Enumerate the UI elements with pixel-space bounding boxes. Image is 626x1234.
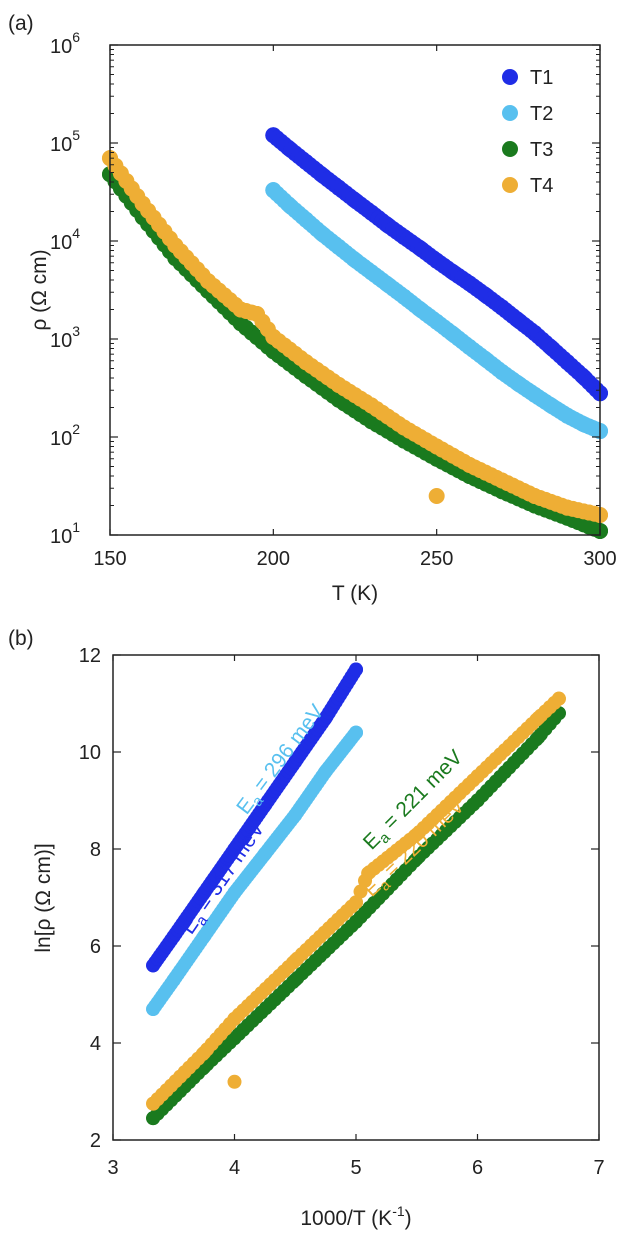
panel-b: (b) 3 4 5 6 7 2 4 6 8 10 12 1000/T (K-1) ln[ρ (Ω c… — [8, 627, 605, 1230]
panel-a-series-t1 — [265, 127, 608, 402]
panel-a-ylabel: ρ (Ω cm) — [28, 249, 51, 330]
panel-a-ticks: 150 200 250 300 101 102 103 104 105 106 — [50, 29, 617, 570]
panel-a-label: (a) — [8, 12, 34, 35]
panel-b-point — [349, 662, 363, 677]
panel-b-label: (b) — [8, 627, 34, 650]
legend-label-t1: T1 — [530, 67, 553, 89]
panel-a-xtick-label: 250 — [420, 548, 453, 570]
legend-marker-t3 — [502, 141, 518, 157]
panel-b-points — [146, 662, 566, 1126]
panel-b-xtick-label: 3 — [107, 1157, 118, 1179]
panel-b-ytick-label: 6 — [90, 936, 101, 958]
panel-a-point — [428, 488, 445, 505]
panel-b-ticks: 3 4 5 6 7 2 4 6 8 10 12 — [79, 645, 605, 1179]
annotation-ea-t2: Ea = 296 meV — [232, 700, 332, 821]
panel-b-series-t2 — [146, 725, 363, 1017]
panel-a-ytick-label: 101 — [50, 519, 80, 548]
panel-b-xtick-label: 4 — [229, 1157, 240, 1179]
panel-a-series-t2 — [265, 182, 608, 440]
panel-a-xlabel: T (K) — [332, 582, 378, 605]
panel-b-xtick-label: 5 — [350, 1157, 361, 1179]
panel-a-xtick-label: 200 — [257, 548, 290, 570]
panel-a: (a) 150 200 250 300 101 102 103 104 105 106 T (K)… — [8, 12, 617, 605]
legend-label-t2: T2 — [530, 103, 553, 125]
panel-a-ytick-label: 104 — [50, 225, 80, 254]
panel-b-point — [551, 691, 566, 706]
panel-b-xtick-label: 7 — [593, 1157, 604, 1179]
panel-b-ylabel: ln[ρ (Ω cm)] — [32, 843, 55, 952]
panel-b-ytick-label: 2 — [90, 1130, 101, 1152]
panel-b-point — [349, 895, 363, 910]
panel-a-xtick-label: 150 — [93, 548, 126, 570]
panel-b-ytick-label: 10 — [79, 742, 101, 764]
panel-a-ytick-label: 106 — [50, 29, 80, 58]
panel-a-ytick-label: 105 — [50, 127, 80, 156]
panel-b-point — [227, 1074, 242, 1089]
panel-a-legend: T1 T2 T3 T4 — [502, 67, 553, 197]
panel-a-xtick-label: 300 — [583, 548, 616, 570]
panel-b-series-t4 — [146, 691, 566, 1111]
panel-b-ytick-label: 8 — [90, 839, 101, 861]
legend-label-t4: T4 — [530, 175, 553, 197]
panel-b-series-t1 — [146, 662, 363, 973]
panel-a-series-t3 — [102, 166, 608, 539]
panel-b-ytick-label: 4 — [90, 1033, 101, 1055]
panel-a-ytick-label: 103 — [50, 323, 80, 352]
panel-b-xlabel: 1000/T (K-1) — [300, 1203, 411, 1230]
panel-a-series-t4-outlier — [428, 488, 445, 505]
legend-label-t3: T3 — [530, 139, 553, 161]
panel-b-point — [349, 725, 363, 740]
legend-marker-t4 — [502, 177, 518, 193]
panel-b-ytick-label: 12 — [79, 645, 101, 667]
annotation-ea-t1: Ea = 317 meV — [177, 818, 273, 941]
panel-b-xtick-label: 6 — [472, 1157, 483, 1179]
panel-a-series-t4 — [102, 150, 608, 523]
panel-b-point — [353, 884, 368, 899]
panel-a-axes-box — [109, 44, 601, 536]
panel-a-points — [102, 127, 608, 539]
panel-b-series-t4-outlier — [227, 1074, 242, 1089]
legend-marker-t2 — [502, 105, 518, 121]
panel-a-ytick-label: 102 — [50, 421, 80, 450]
legend-marker-t1 — [502, 69, 518, 85]
